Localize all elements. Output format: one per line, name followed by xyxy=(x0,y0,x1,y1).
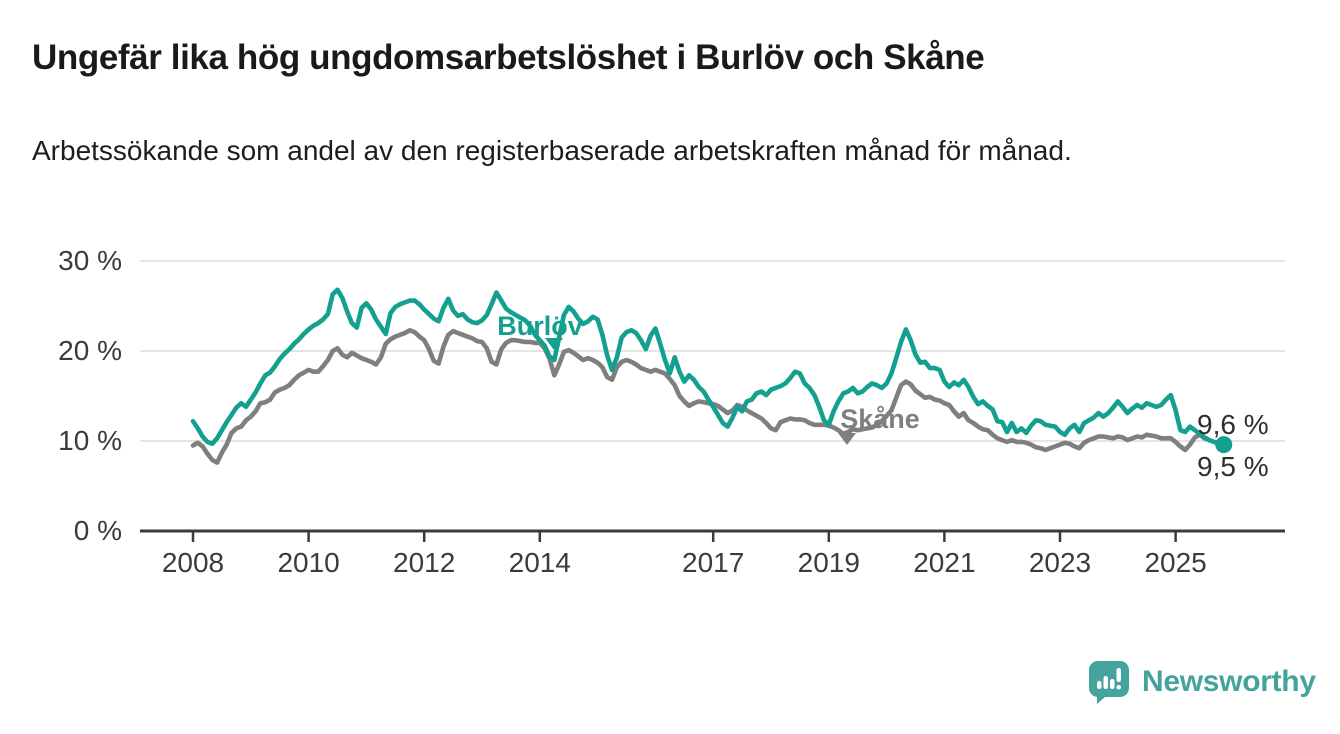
y-tick-label: 30 % xyxy=(58,245,122,276)
x-tick-label: 2008 xyxy=(161,547,225,578)
y-tick-label: 0 % xyxy=(73,515,122,546)
x-tick-label: 2019 xyxy=(797,547,860,578)
series-line-burlv xyxy=(190,287,1227,447)
x-tick-label: 2012 xyxy=(393,547,456,578)
series-end-dot xyxy=(1215,436,1233,454)
x-tick-label: 2023 xyxy=(1028,547,1092,578)
chart-title: Ungefär lika hög ungdomsarbetslöshet i B… xyxy=(32,38,985,77)
end-value-label-burlov: 9,6 % xyxy=(1197,409,1269,440)
caret-down-icon xyxy=(838,433,856,445)
end-value-label-skane: 9,5 % xyxy=(1197,451,1269,482)
x-tick-label: 2025 xyxy=(1144,547,1207,578)
caret-down-icon xyxy=(545,338,563,350)
y-tick-label: 20 % xyxy=(58,335,122,366)
x-tick-label: 2010 xyxy=(277,547,340,578)
y-tick-label: 10 % xyxy=(58,425,122,456)
chart-subtitle: Arbetssökande som andel av den registerb… xyxy=(32,135,1072,166)
x-tick-label: 2017 xyxy=(682,547,745,578)
x-tick-label: 2014 xyxy=(508,547,571,578)
series-label-burlov: Burlöv xyxy=(497,311,583,341)
newsworthy-logo[interactable]: Newsworthy xyxy=(1088,660,1316,704)
speech-bubble-bar-chart-icon xyxy=(1088,660,1130,704)
series-label-skane: Skåne xyxy=(840,404,920,434)
newsworthy-wordmark: Newsworthy xyxy=(1142,665,1316,698)
x-tick-label: 2021 xyxy=(913,547,976,578)
